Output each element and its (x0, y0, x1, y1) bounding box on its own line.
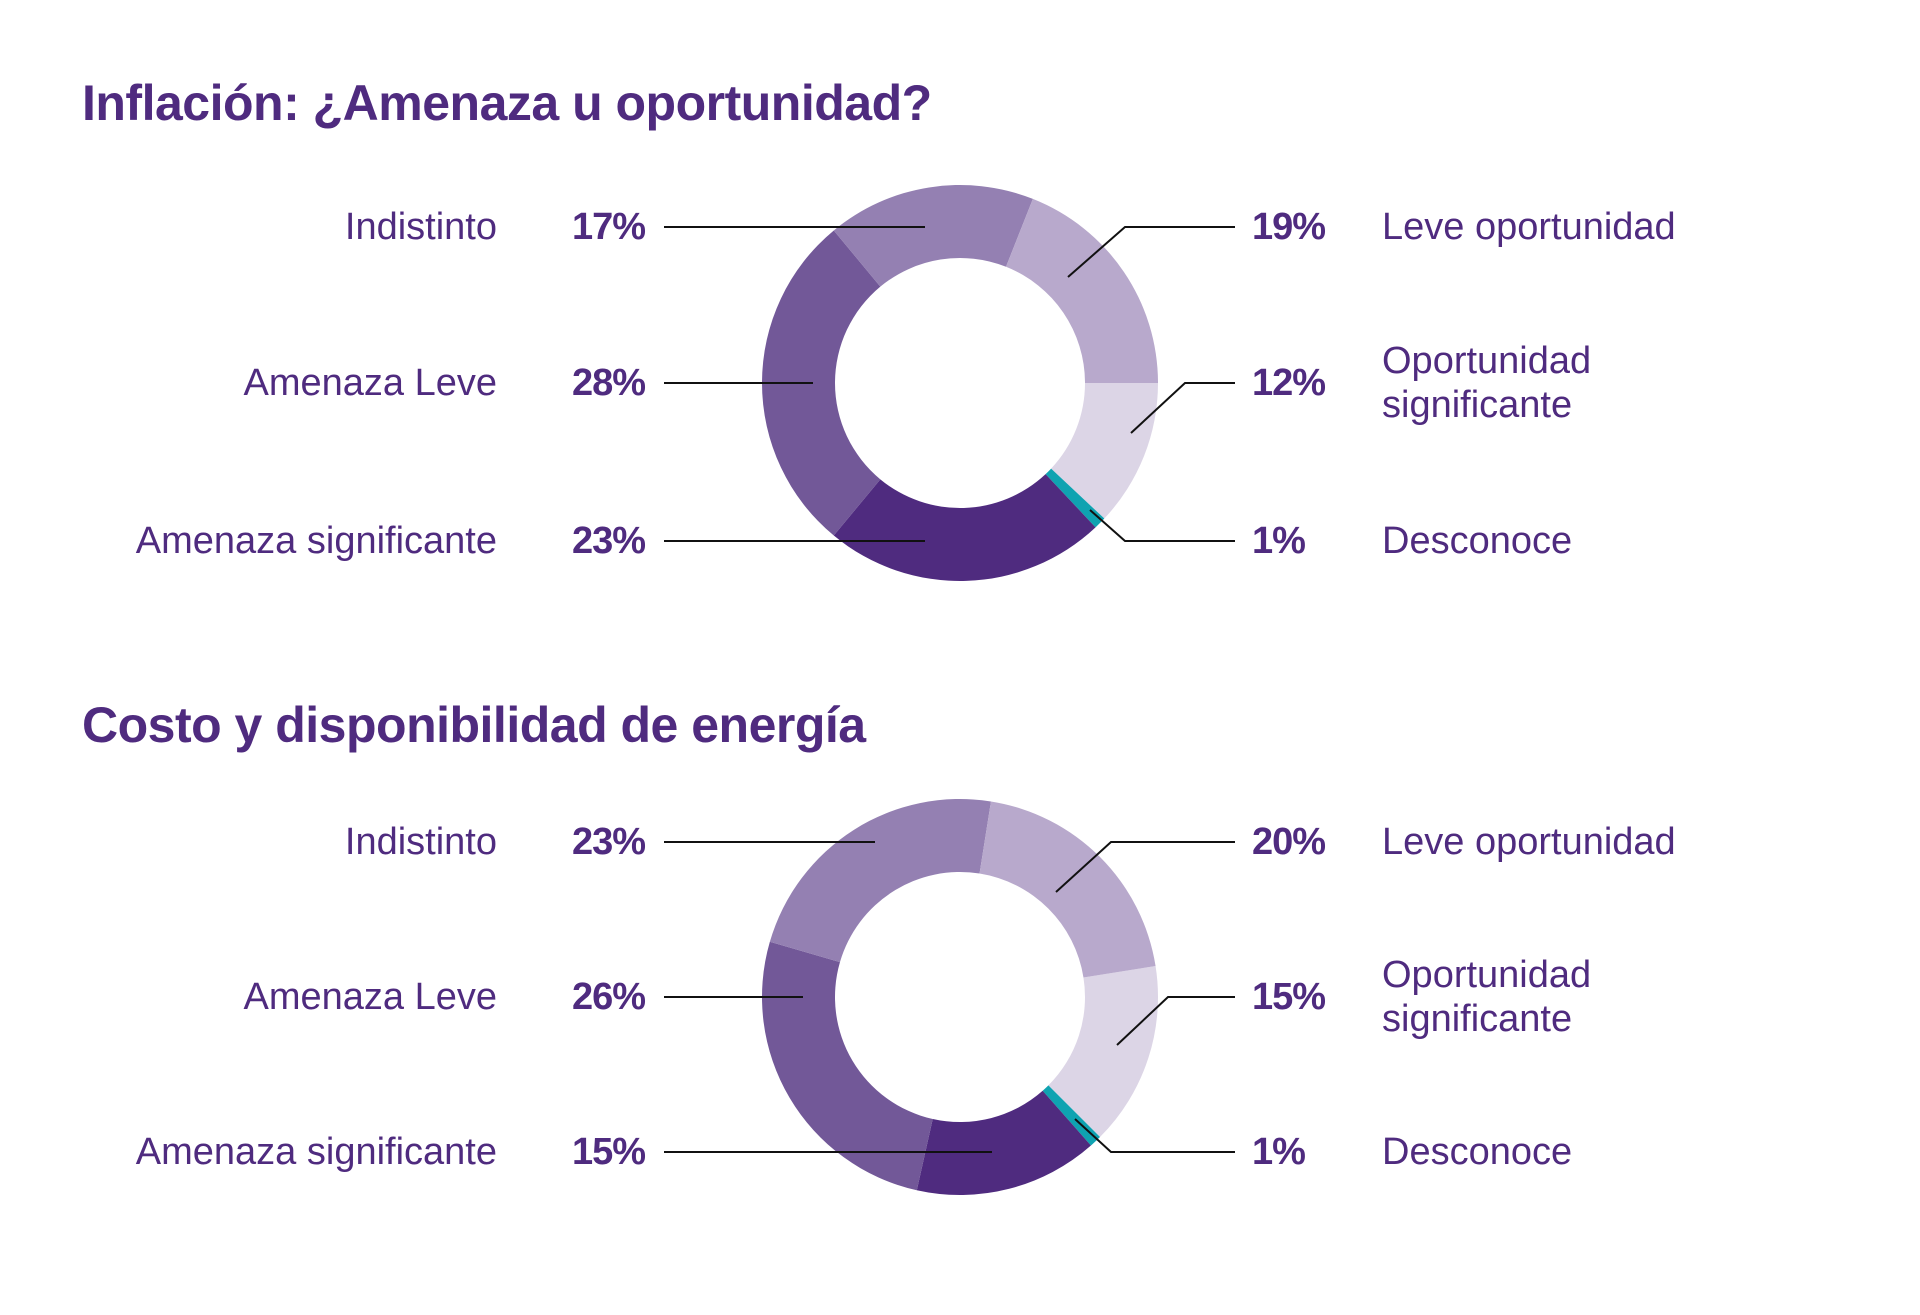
slice-oportunidad-significante (1048, 966, 1158, 1138)
label-amenaza-leve: Amenaza Leve (243, 362, 498, 404)
slice-amenaza-significante (833, 474, 1096, 581)
label-indistinto: Indistinto (344, 206, 497, 248)
value-amenaza-significante: 15% (571, 1131, 646, 1173)
value-oportunidad-significante: 12% (1252, 362, 1326, 404)
slice-amenaza-significante (916, 1090, 1091, 1196)
slice-leve-oportunidad (979, 801, 1156, 978)
leader-line (1067, 226, 1235, 278)
leader-line (1130, 382, 1235, 434)
label-desconoce: Desconoce (1382, 520, 1573, 562)
leader-line (1055, 841, 1235, 893)
value-oportunidad-significante: 15% (1252, 976, 1326, 1018)
label-amenaza-significante: Amenaza significante (135, 520, 497, 562)
value-amenaza-significante: 23% (571, 520, 646, 562)
chart-title: Inflación: ¿Amenaza u oportunidad? (82, 75, 932, 131)
label-leve-oportunidad: Leve oportunidad (1382, 821, 1676, 863)
value-leve-oportunidad: 19% (1252, 206, 1326, 248)
chart-title: Costo y disponibilidad de energía (82, 697, 866, 753)
value-indistinto: 17% (571, 206, 646, 248)
value-leve-oportunidad: 20% (1252, 821, 1326, 863)
value-amenaza-leve: 26% (571, 976, 646, 1018)
leader-line (1089, 509, 1235, 542)
value-desconoce: 1% (1252, 1131, 1306, 1173)
label-desconoce: Desconoce (1382, 1131, 1573, 1173)
slice-leve-oportunidad (1006, 198, 1158, 383)
slice-desconoce (1045, 468, 1105, 528)
slice-amenaza-leve (762, 230, 881, 536)
slice-oportunidad-significante (1051, 383, 1158, 519)
value-indistinto: 23% (571, 821, 646, 863)
donut-chart-2 (664, 799, 1235, 1196)
slice-desconoce (1042, 1085, 1101, 1146)
slice-amenaza-leve (762, 941, 933, 1191)
donut-chart-1 (664, 185, 1235, 581)
label-oportunidad-significante: Oportunidad significante (1382, 954, 1592, 1040)
slice-indistinto (833, 185, 1033, 287)
label-leve-oportunidad: Leve oportunidad (1382, 206, 1676, 248)
label-indistinto: Indistinto (344, 821, 497, 863)
label-oportunidad-significante: Oportunidad significante (1382, 340, 1592, 426)
value-amenaza-leve: 28% (571, 362, 646, 404)
leader-line (1074, 1118, 1235, 1153)
label-amenaza-significante: Amenaza significante (135, 1131, 497, 1173)
value-desconoce: 1% (1252, 520, 1306, 562)
label-amenaza-leve: Amenaza Leve (243, 976, 498, 1018)
slice-indistinto (769, 799, 991, 963)
leader-line (1116, 996, 1235, 1046)
